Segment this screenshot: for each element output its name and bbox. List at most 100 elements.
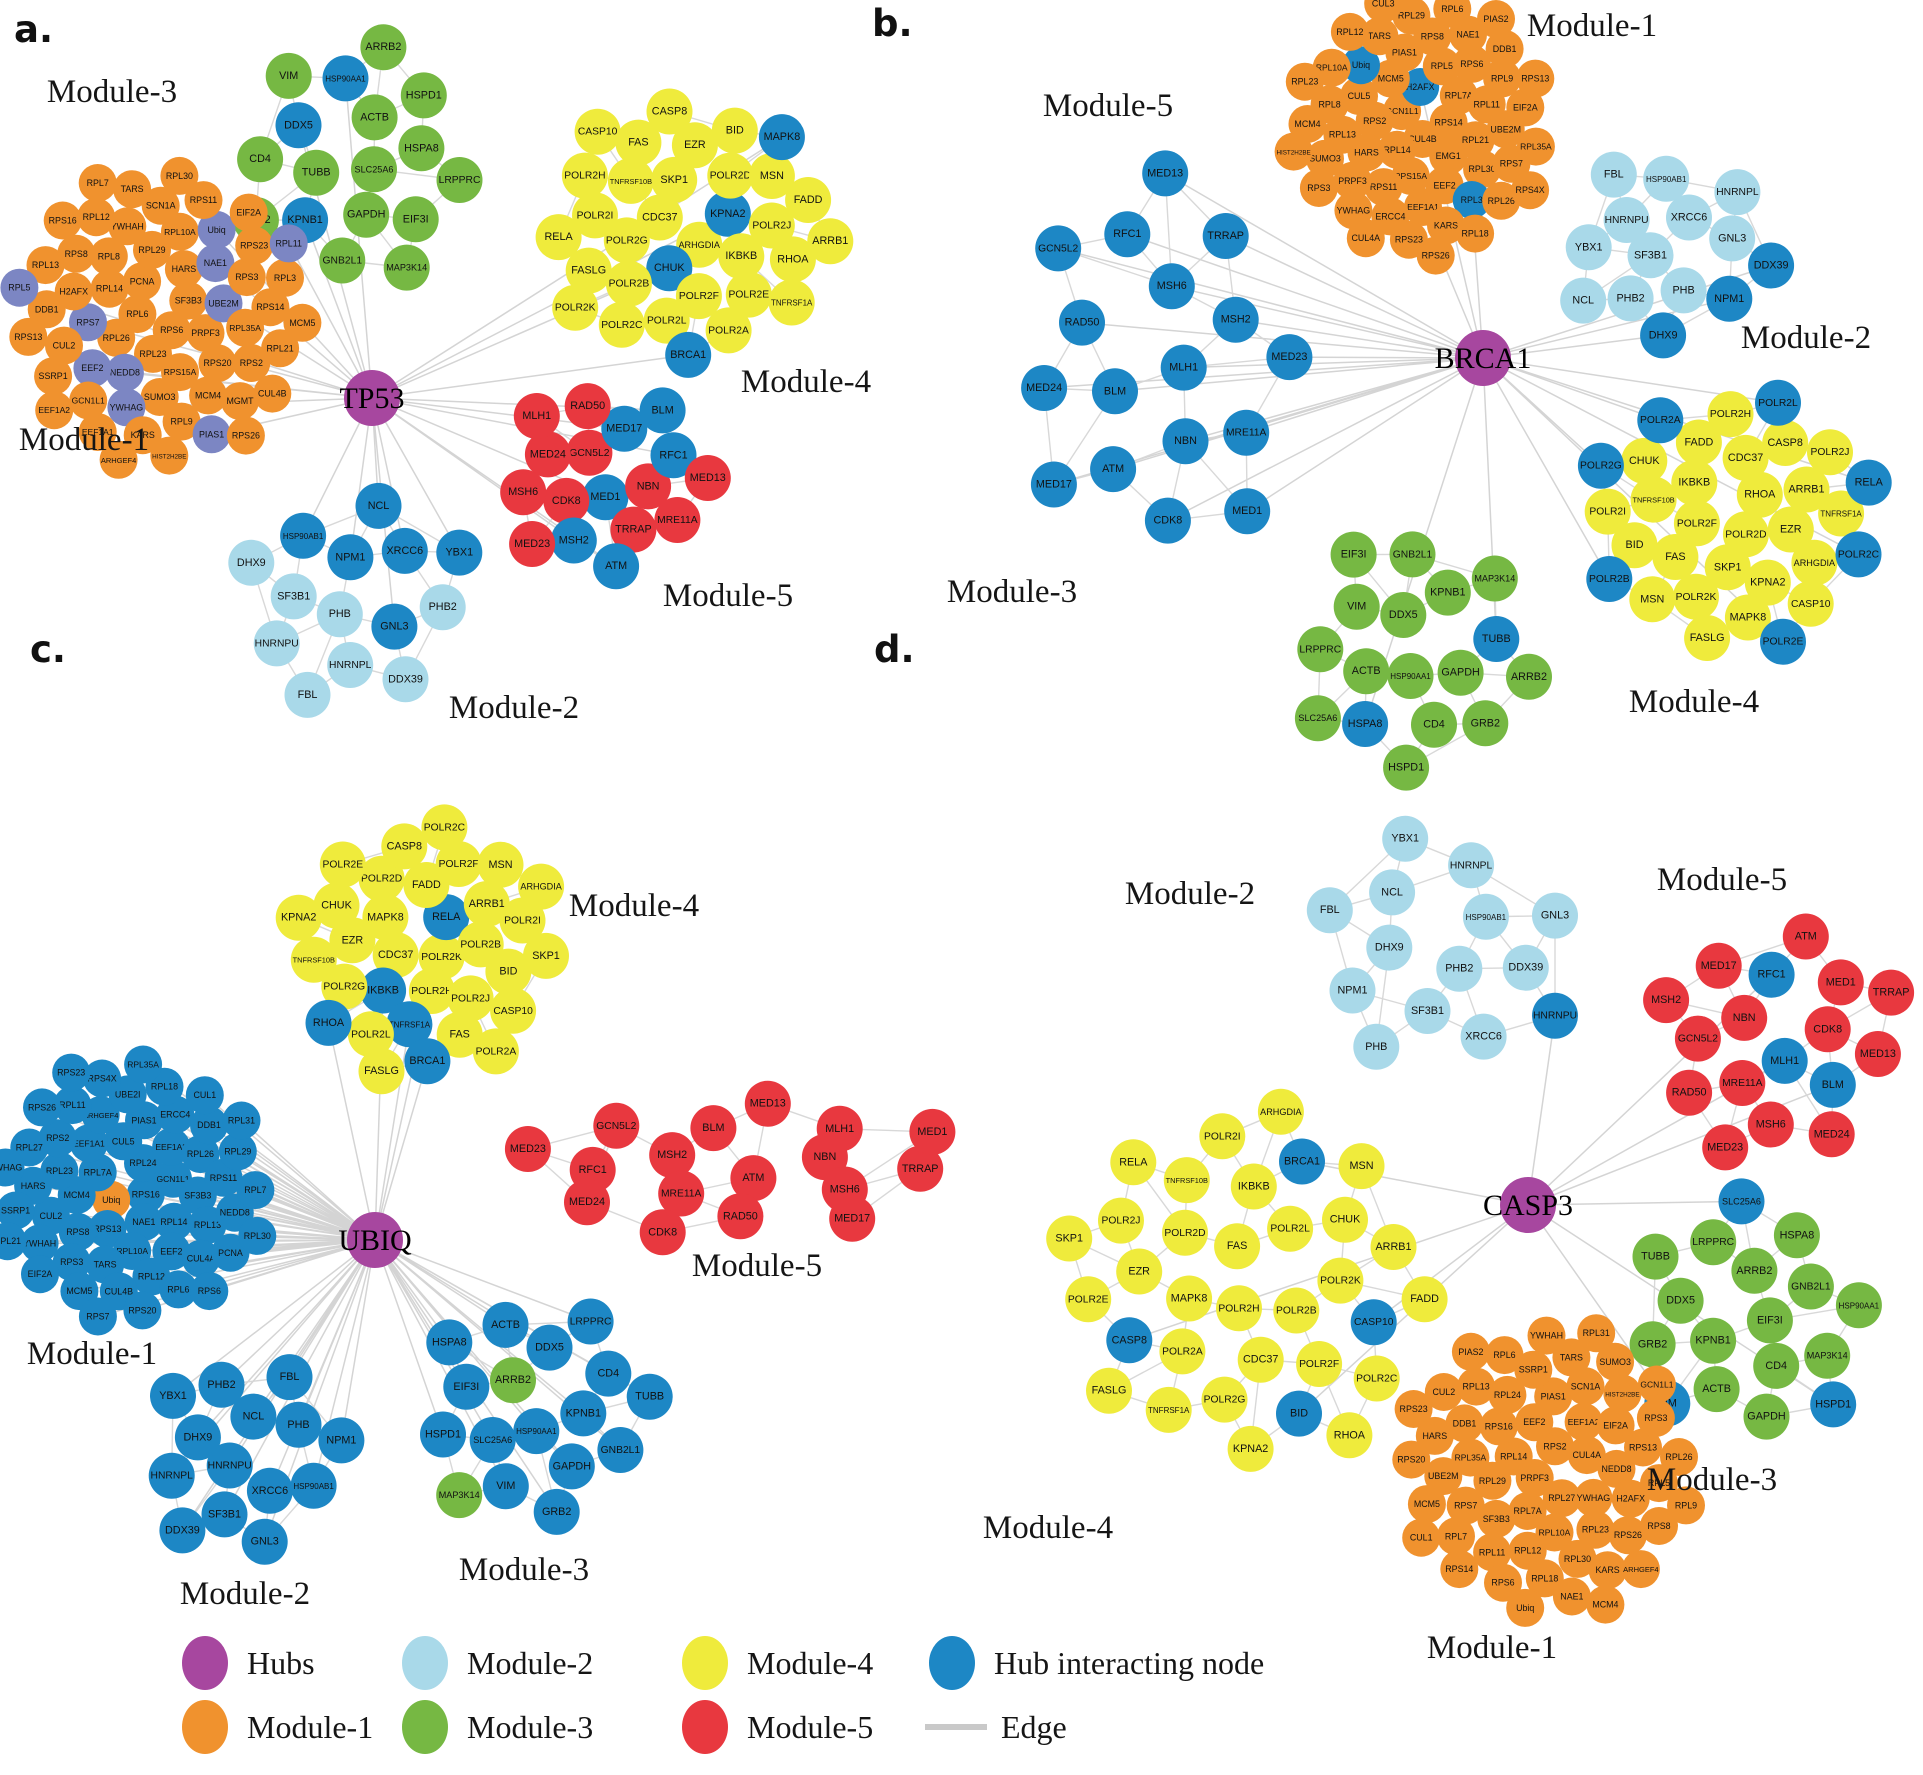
gene-node-CDC37 xyxy=(372,932,419,978)
gene-node-EIF3I xyxy=(443,1363,490,1410)
panel-letter-d: d. xyxy=(874,628,915,671)
gene-node-CUL4A xyxy=(182,1239,220,1278)
gene-node-RHOA xyxy=(1736,471,1783,518)
gene-node-MRE11A xyxy=(658,1170,705,1217)
gene-node-BID xyxy=(1611,522,1658,569)
gene-node-PHB2 xyxy=(198,1361,245,1408)
gene-node-POLR2B xyxy=(1586,556,1633,602)
gene-node-EEF2 xyxy=(73,349,112,388)
gene-node-NBN xyxy=(1721,994,1768,1041)
gene-node-YBX1 xyxy=(1382,815,1429,862)
gene-node-RPL31 xyxy=(1577,1314,1616,1353)
gene-node-YWHAH xyxy=(20,1224,59,1263)
gene-node-RPS2 xyxy=(232,344,271,382)
gene-node-RPS4X xyxy=(83,1059,122,1098)
gene-node-EIF3I xyxy=(392,196,439,243)
gene-node-RPS13 xyxy=(1516,59,1555,98)
gene-node-VIM xyxy=(265,52,312,99)
gene-node-RPL11 xyxy=(53,1086,92,1125)
gene-node-SSRP1 xyxy=(34,357,73,396)
gene-node-BLM xyxy=(1809,1061,1856,1108)
gene-node-KARS xyxy=(1427,206,1465,245)
gene-node-RPL26 xyxy=(1660,1438,1698,1476)
gene-node-ATM xyxy=(593,543,640,590)
gene-node-Ubiq xyxy=(1342,46,1380,85)
gene-node-HSP90AB1 xyxy=(280,512,327,559)
gene-node-RPL30 xyxy=(1558,1539,1597,1578)
gene-node-DHX9 xyxy=(1366,924,1413,971)
gene-node-RPL26 xyxy=(97,318,136,357)
gene-node-EZR xyxy=(671,122,718,169)
gene-node-FAS xyxy=(1214,1223,1261,1270)
gene-node-RPL12 xyxy=(1508,1531,1547,1570)
gene-node-POLR2L xyxy=(347,1011,394,1058)
gene-node-MED1 xyxy=(1817,959,1864,1006)
gene-node-POLR2J xyxy=(1807,429,1853,476)
gene-node-PHB xyxy=(275,1401,322,1448)
gene-node-LRPPRC xyxy=(567,1298,614,1345)
gene-node-BLM xyxy=(690,1105,737,1152)
gene-node-EIF3I xyxy=(1330,531,1377,578)
gene-node-BLM xyxy=(639,387,686,434)
cluster-module-3: HSP90AA1DDX5GAPDHACTBKPNB1CD4VIMTUBBHSPA… xyxy=(1294,531,1552,791)
legend-swatch-hubs xyxy=(182,1636,228,1690)
gene-node-RPL5 xyxy=(1640,1464,1678,1503)
gene-node-GNB2L1 xyxy=(597,1427,644,1473)
gene-node-VIM xyxy=(1333,583,1380,630)
gene-node-CDK8 xyxy=(1804,1006,1851,1053)
gene-node-H2AFX xyxy=(54,272,93,311)
gene-node-POLR2D xyxy=(707,152,754,199)
gene-node-SCN1A xyxy=(141,186,180,225)
gene-node-MED23 xyxy=(509,521,556,567)
gene-node-CDK8 xyxy=(1144,497,1191,544)
gene-node-HSPA8 xyxy=(1342,701,1389,747)
gene-node-DDX5 xyxy=(275,102,322,149)
gene-node-XRCC6 xyxy=(1460,1013,1507,1060)
gene-node-TUBB xyxy=(1632,1233,1679,1280)
gene-node-MLH1 xyxy=(513,393,560,439)
gene-node-RPS6 xyxy=(1452,44,1491,83)
gene-node-MED23 xyxy=(504,1126,551,1172)
gene-node-KARS xyxy=(1588,1551,1627,1590)
gene-node-PHB2 xyxy=(1436,945,1483,992)
gene-node-RPS16 xyxy=(43,201,82,240)
gene-node-EZR xyxy=(329,917,376,964)
gene-node-POLR2F xyxy=(1673,500,1720,547)
gene-node-RPL3 xyxy=(1452,181,1491,219)
gene-node-GRB2 xyxy=(1629,1321,1676,1368)
gene-node-PCNA xyxy=(123,262,162,301)
gene-node-ATM xyxy=(1090,446,1137,493)
gene-node-DHX9 xyxy=(1640,312,1687,359)
gene-node-MED1 xyxy=(582,474,629,521)
gene-node-CASP8 xyxy=(1106,1317,1153,1364)
gene-node-FBL xyxy=(1306,887,1353,934)
gene-node-GCN1L1 xyxy=(1637,1365,1676,1404)
gene-node-TUBB xyxy=(293,149,340,196)
gene-node-HNRNPL xyxy=(1714,169,1761,216)
gene-node-MED24 xyxy=(1021,365,1068,411)
gene-node-SF3B1 xyxy=(270,573,317,620)
gene-node-POLR2H xyxy=(561,152,608,199)
gene-node-POLR2B xyxy=(605,260,652,307)
gene-node-HSP90AB1 xyxy=(290,1462,337,1509)
gene-node-DHX9 xyxy=(174,1414,221,1461)
gene-node-RPL21 xyxy=(261,329,300,368)
gene-node-POLR2I xyxy=(1199,1113,1246,1160)
gene-node-RPL11 xyxy=(269,224,308,263)
gene-node-NAE1 xyxy=(196,244,235,283)
gene-node-PHB2 xyxy=(419,584,466,631)
legend-label-edge: Edge xyxy=(1001,1709,1067,1745)
gene-node-MAPK8 xyxy=(1166,1275,1213,1322)
gene-node-CASP8 xyxy=(1762,420,1809,466)
gene-node-PHB xyxy=(316,591,363,638)
gene-node-RPL6 xyxy=(1485,1336,1524,1375)
gene-node-RHOA xyxy=(769,236,816,283)
gene-node-RAD50 xyxy=(1666,1069,1713,1116)
gene-node-YBX1 xyxy=(150,1372,196,1419)
gene-node-NBN xyxy=(625,463,672,510)
panel-letter-c: c. xyxy=(30,628,66,671)
gene-node-RELA xyxy=(1845,459,1892,506)
gene-node-CUL4A xyxy=(1567,1436,1606,1475)
gene-node-MSH6 xyxy=(500,469,547,516)
